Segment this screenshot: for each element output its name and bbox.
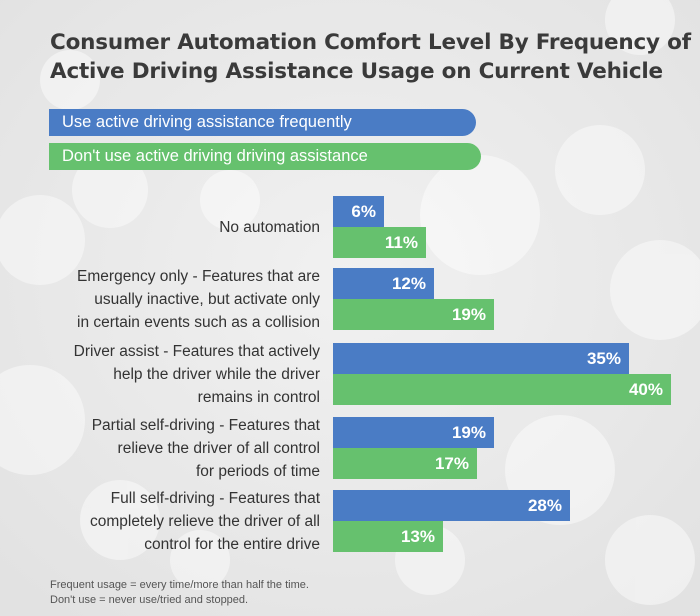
category-label-line: for periods of time — [195, 462, 320, 480]
category-label-line: in certain events such as a collision — [77, 313, 320, 331]
bar-nonuser-emergency-only: 19% — [333, 299, 494, 330]
bar-nonuser-partial-self-driving: 17% — [333, 448, 477, 479]
bar-nonuser-full-self-driving: 13% — [333, 521, 443, 552]
footnotes: Frequent usage = every time/more than ha… — [50, 578, 309, 608]
legend-item-non-users: Don't use active driving driving assista… — [49, 143, 481, 170]
footnote-dont-use: Don't use = never use/tried and stopped. — [50, 594, 249, 606]
bar-frequent-emergency-only: 12% — [333, 268, 434, 299]
bar-frequent-partial-self-driving: 19% — [333, 417, 494, 448]
chart-title-line-1: Consumer Automation Comfort Level By Fre… — [50, 30, 691, 55]
category-label-line: relieve the driver of all control — [117, 439, 320, 457]
bar-frequent-driver-assist: 35% — [333, 343, 629, 374]
category-label-emergency-only: Emergency only - Features that are usuall… — [30, 265, 320, 334]
category-label-line: usually inactive, but activate only — [94, 290, 320, 308]
category-label-line: Full self-driving - Features that — [110, 489, 320, 507]
legend-item-frequent-users: Use active driving assistance frequently — [49, 109, 476, 136]
bar-nonuser-no-automation: 11% — [333, 227, 426, 258]
category-label-line: completely relieve the driver of all — [89, 512, 320, 530]
category-label-no-automation: No automation — [30, 216, 320, 239]
category-label-line: Driver assist - Features that actively — [73, 342, 320, 360]
footnote-frequent-usage: Frequent usage = every time/more than ha… — [50, 579, 309, 591]
category-label-driver-assist: Driver assist - Features that actively he… — [30, 340, 320, 409]
chart-title-line-2: Active Driving Assistance Usage on Curre… — [50, 59, 663, 84]
chart-title: Consumer Automation Comfort Level By Fre… — [50, 28, 691, 86]
bar-frequent-no-automation: 6% — [333, 196, 384, 227]
category-label-line: Emergency only - Features that are — [77, 267, 320, 285]
category-label-line: control for the entire drive — [144, 535, 320, 553]
category-label-line: Partial self-driving - Features that — [91, 416, 320, 434]
bar-frequent-full-self-driving: 28% — [333, 490, 570, 521]
category-label-line: remains in control — [197, 388, 320, 406]
category-label-line: No automation — [219, 218, 320, 236]
bar-nonuser-driver-assist: 40% — [333, 374, 671, 405]
category-label-line: help the driver while the driver — [113, 365, 320, 383]
category-label-partial-self-driving: Partial self-driving - Features that reli… — [30, 414, 320, 483]
category-label-full-self-driving: Full self-driving - Features that complet… — [30, 487, 320, 556]
